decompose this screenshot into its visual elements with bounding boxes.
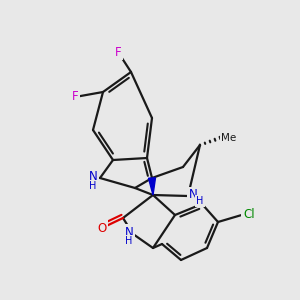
Text: F: F xyxy=(72,91,78,103)
Text: H: H xyxy=(89,181,97,191)
Text: H: H xyxy=(125,236,133,246)
Text: F: F xyxy=(115,46,121,59)
Polygon shape xyxy=(148,178,155,195)
Text: N: N xyxy=(189,188,197,202)
Text: H: H xyxy=(196,196,204,206)
Text: O: O xyxy=(98,221,106,235)
Text: Cl: Cl xyxy=(243,208,255,220)
Text: Me: Me xyxy=(221,133,237,143)
Text: N: N xyxy=(124,226,134,238)
Text: N: N xyxy=(88,170,98,184)
